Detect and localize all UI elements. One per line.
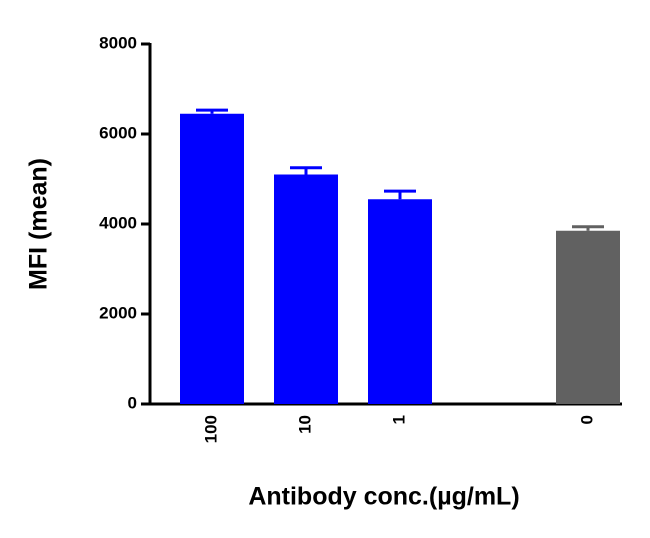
error-bar (196, 108, 228, 114)
bar (180, 113, 244, 404)
y-tick-label: 0 (128, 393, 137, 412)
y-axis-label: MFI (mean) (25, 158, 53, 290)
x-tick-label: 100 (201, 415, 220, 443)
bar (368, 199, 432, 404)
y-tick-label: 4000 (99, 213, 137, 232)
x-axis-label: Antibody conc.(µg/mL) (248, 483, 519, 511)
error-bar (572, 225, 604, 231)
bar (274, 174, 338, 404)
y-tick-label: 6000 (99, 123, 137, 142)
x-tick-label: 1 (389, 415, 408, 424)
bar (556, 230, 620, 404)
x-tick-label: 10 (295, 415, 314, 434)
error-bar (384, 189, 416, 200)
error-bar (290, 166, 322, 175)
x-tick-label: 0 (577, 415, 596, 424)
y-tick-label: 8000 (99, 33, 137, 52)
y-tick-label: 2000 (99, 303, 137, 322)
